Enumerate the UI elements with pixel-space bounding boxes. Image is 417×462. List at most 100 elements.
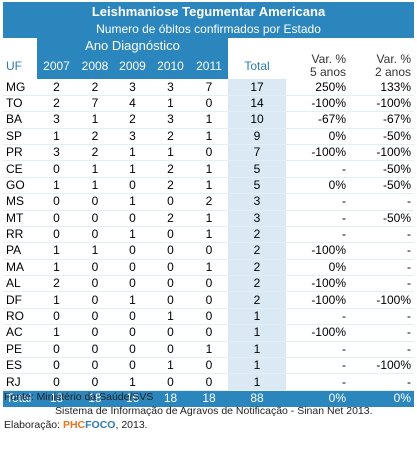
value-cell: 0	[151, 226, 190, 244]
value-cell: -100%	[286, 324, 349, 342]
value-cell: 3	[151, 79, 190, 96]
value-cell: 0	[37, 226, 76, 244]
value-cell: 2	[228, 291, 286, 309]
state-cell: RJ	[3, 373, 37, 391]
state-cell: BA	[3, 111, 37, 129]
value-cell: -50%	[349, 210, 415, 227]
data-row: GO 1 1 0 2 1 5 0% -50%	[3, 177, 415, 195]
value-cell: -	[349, 308, 415, 326]
value-cell: 133%	[349, 79, 415, 96]
table-body: Leishmaniose Tegumentar Americana Numero…	[3, 2, 415, 407]
value-cell: -	[349, 242, 415, 260]
value-cell: 2	[37, 275, 76, 293]
state-cell: TO	[3, 95, 37, 113]
value-cell: 2	[151, 128, 190, 145]
value-cell: 1	[37, 259, 76, 277]
value-cell: 3	[151, 111, 190, 129]
subtitle-row: Numero de óbitos confirmados por Estado	[3, 20, 415, 38]
column-header: 2011	[190, 53, 228, 80]
total-cell: 18	[151, 390, 190, 407]
value-cell: 5	[228, 160, 286, 178]
value-cell: -100%	[349, 144, 415, 162]
value-cell: -100%	[286, 291, 349, 309]
value-cell: 1	[114, 373, 151, 391]
value-cell: 2	[114, 111, 151, 129]
value-cell: 0	[37, 160, 76, 178]
footer: Fonte: Ministério da Saúde/SVS Sistema d…	[4, 390, 373, 432]
value-cell: 0	[190, 95, 228, 113]
value-cell: 14	[228, 95, 286, 113]
title: Leishmaniose Tegumentar Americana	[3, 2, 415, 20]
value-cell: -	[349, 341, 415, 359]
data-row: MS 0 0 1 0 2 3- -	[3, 193, 415, 211]
value-cell: 0	[190, 308, 228, 326]
value-cell: 1	[114, 160, 151, 178]
data-row: MA 1 0 0 0 1 2 0% -	[3, 259, 415, 277]
state-cell: GO	[3, 177, 37, 195]
data-row: RR 0 0 1 0 1 2- -	[3, 226, 415, 244]
value-cell: 1	[114, 226, 151, 244]
column-header: UF	[3, 53, 37, 80]
value-cell: 1	[151, 308, 190, 326]
value-cell: 3	[37, 111, 76, 129]
value-cell: 2	[228, 275, 286, 293]
value-cell: 0	[37, 341, 76, 359]
value-cell: 1	[190, 177, 228, 195]
value-cell: 2	[76, 128, 114, 145]
value-cell: 0	[76, 341, 114, 359]
value-cell: -	[286, 308, 349, 326]
data-row: SP 1 2 3 2 1 9 0% -50%	[3, 128, 415, 145]
value-cell: 2	[151, 177, 190, 195]
data-row: PR 3 2 1 1 0 7 -100% -100%	[3, 144, 415, 162]
value-cell: 0%	[286, 128, 349, 145]
value-cell: 10	[228, 111, 286, 129]
total-cell: 0%	[349, 390, 415, 407]
value-cell: 0	[76, 210, 114, 227]
value-cell: 0	[151, 324, 190, 342]
value-cell: 2	[190, 193, 228, 211]
value-cell: 1	[76, 177, 114, 195]
value-cell: 0	[151, 193, 190, 211]
value-cell: 1	[76, 111, 114, 129]
state-cell: MA	[3, 259, 37, 277]
credit: Elaboração: PHCFOCO, 2013.	[4, 418, 373, 432]
credit-year: , 2013.	[115, 419, 148, 431]
value-cell: 0	[76, 373, 114, 391]
state-cell: PR	[3, 144, 37, 162]
value-cell: 0	[76, 259, 114, 277]
value-cell: 0	[151, 373, 190, 391]
value-cell: -100%	[349, 357, 415, 375]
value-cell: 4	[114, 95, 151, 113]
brand-b: FOCO	[85, 419, 116, 431]
column-header-line: Var. %	[311, 53, 346, 67]
value-cell: 7	[228, 144, 286, 162]
value-cell: 1	[37, 324, 76, 342]
value-cell: 0%	[286, 177, 349, 195]
total-cell: Total	[3, 390, 37, 407]
value-cell: 2	[228, 242, 286, 260]
column-header: 2007	[37, 53, 76, 80]
value-cell: -50%	[349, 160, 415, 178]
header-row: UF 2007 2008 2009 2010 2011 Total Var. % 5 anos V…	[3, 53, 415, 80]
value-cell: 0	[37, 210, 76, 227]
value-cell: 17	[228, 79, 286, 96]
state-cell: ES	[3, 357, 37, 375]
value-cell: 0	[114, 177, 151, 195]
blank	[228, 38, 415, 54]
value-cell: 0	[76, 226, 114, 244]
value-cell: 0	[76, 291, 114, 309]
column-header: 2010	[151, 53, 190, 80]
state-cell: AC	[3, 324, 37, 342]
value-cell: 1	[37, 242, 76, 260]
data-row: MT 0 0 0 2 1 3- -50%	[3, 210, 415, 227]
value-cell: 0	[190, 324, 228, 342]
value-cell: 0	[76, 357, 114, 375]
value-cell: 0%	[286, 259, 349, 277]
value-cell: 1	[37, 128, 76, 145]
state-cell: DF	[3, 291, 37, 309]
value-cell: 2	[228, 226, 286, 244]
value-cell: -	[286, 160, 349, 178]
value-cell: 0	[190, 357, 228, 375]
total-cell: 88	[228, 390, 286, 407]
value-cell: -	[286, 226, 349, 244]
